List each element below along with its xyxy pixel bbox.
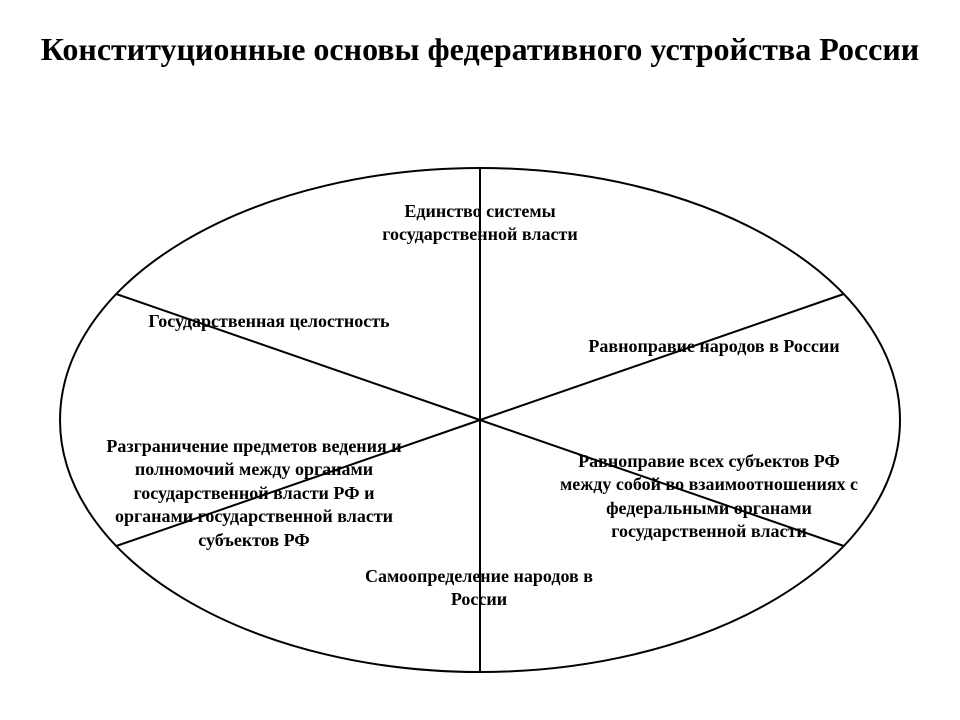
sector-label-2: Равноправие всех субъектов РФ между собо…: [554, 450, 864, 544]
page-title: Конституционные основы федеративного уст…: [0, 30, 960, 68]
sector-label-3: Самоопределение народов в России: [354, 565, 604, 612]
sector-label-0: Единство системы государственной власти: [350, 200, 610, 247]
ellipse-diagram: Единство системы государственной власти Р…: [54, 160, 906, 680]
sector-label-1: Равноправие народов в России: [574, 335, 854, 358]
sector-label-5: Государственная целостность: [144, 310, 394, 333]
sector-label-4: Разграничение предметов ведения и полном…: [94, 435, 414, 552]
